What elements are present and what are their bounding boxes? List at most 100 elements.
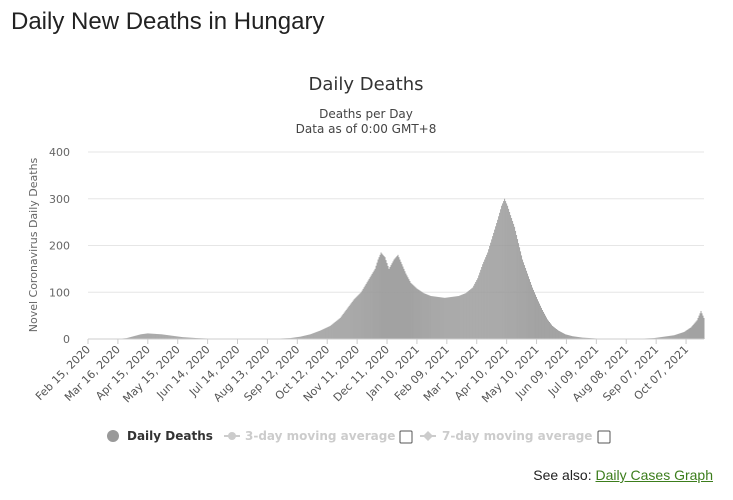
bar bbox=[672, 335, 674, 339]
bar bbox=[455, 296, 457, 339]
bar bbox=[172, 335, 174, 339]
bar bbox=[148, 333, 150, 339]
bar bbox=[337, 319, 339, 339]
bar bbox=[519, 247, 521, 339]
bar bbox=[536, 296, 537, 339]
bar bbox=[193, 337, 195, 339]
legend-item-7-day-average[interactable]: 7-day moving average bbox=[420, 429, 592, 443]
bar bbox=[146, 333, 148, 339]
legend-item-3-day-average[interactable]: 3-day moving average bbox=[224, 429, 395, 443]
bar bbox=[524, 265, 526, 339]
bar bbox=[579, 337, 581, 339]
bar bbox=[401, 264, 403, 339]
bar bbox=[586, 337, 588, 339]
bar bbox=[520, 251, 522, 339]
bar bbox=[477, 278, 479, 339]
bar bbox=[437, 296, 439, 339]
bar bbox=[346, 308, 348, 339]
bar bbox=[426, 294, 428, 339]
bar bbox=[194, 337, 196, 339]
bar bbox=[570, 335, 572, 339]
bar bbox=[700, 310, 702, 339]
bar bbox=[682, 332, 684, 339]
bar bbox=[416, 288, 418, 339]
see-also: See also: Daily Cases Graph bbox=[533, 467, 713, 483]
bar bbox=[372, 272, 374, 339]
legend-item-daily-deaths[interactable]: Daily Deaths bbox=[107, 429, 213, 443]
bar bbox=[153, 333, 155, 339]
bar bbox=[400, 261, 402, 339]
bar bbox=[569, 335, 571, 339]
bar bbox=[680, 332, 682, 339]
bar bbox=[293, 337, 295, 339]
bar bbox=[699, 313, 701, 339]
bar bbox=[476, 280, 478, 339]
bar bbox=[188, 337, 190, 339]
bar bbox=[558, 330, 559, 339]
bar bbox=[583, 337, 585, 339]
bar bbox=[379, 254, 381, 339]
bar bbox=[666, 336, 668, 339]
bar bbox=[657, 337, 659, 339]
bar bbox=[556, 329, 557, 339]
bar bbox=[369, 277, 371, 339]
bar bbox=[344, 311, 346, 339]
bar bbox=[175, 336, 177, 339]
bar bbox=[483, 261, 485, 339]
bar bbox=[495, 226, 497, 339]
bar bbox=[165, 334, 167, 339]
bar bbox=[161, 334, 163, 339]
bar bbox=[352, 300, 354, 339]
bar bbox=[678, 333, 680, 339]
bar bbox=[557, 329, 558, 339]
bar bbox=[388, 268, 390, 339]
bar bbox=[501, 205, 503, 339]
bar bbox=[296, 337, 298, 339]
bar bbox=[162, 334, 164, 339]
daily-cases-graph-link[interactable]: Daily Cases Graph bbox=[595, 467, 714, 483]
bar bbox=[482, 264, 484, 339]
bar bbox=[548, 320, 549, 339]
bar bbox=[131, 336, 133, 339]
bar bbox=[138, 334, 140, 339]
bar bbox=[468, 290, 470, 339]
bar bbox=[328, 326, 330, 339]
bar bbox=[546, 317, 547, 339]
bar bbox=[366, 282, 368, 339]
bar bbox=[407, 277, 409, 339]
bar bbox=[174, 336, 176, 339]
bar bbox=[525, 267, 527, 339]
bar bbox=[488, 249, 490, 339]
bar bbox=[655, 337, 657, 339]
bar bbox=[394, 258, 396, 339]
bar bbox=[690, 327, 692, 339]
bar bbox=[425, 293, 427, 339]
3-day-average-checkbox[interactable] bbox=[399, 430, 413, 444]
bar bbox=[542, 310, 543, 339]
bar bbox=[429, 295, 431, 339]
bar bbox=[395, 257, 397, 339]
bar bbox=[329, 325, 331, 339]
bar bbox=[473, 285, 475, 339]
bar bbox=[373, 270, 375, 339]
bar bbox=[404, 271, 406, 339]
bar bbox=[521, 255, 523, 339]
bar bbox=[469, 289, 471, 339]
bar bbox=[438, 297, 440, 339]
bar bbox=[405, 273, 407, 339]
bar bbox=[319, 330, 321, 339]
bar bbox=[689, 327, 691, 339]
bar bbox=[584, 337, 586, 339]
bar bbox=[701, 313, 703, 339]
bar bbox=[132, 336, 134, 339]
bar bbox=[422, 292, 424, 339]
bar bbox=[576, 336, 578, 339]
bar bbox=[333, 322, 335, 339]
bar bbox=[144, 333, 146, 339]
7-day-average-checkbox[interactable] bbox=[597, 430, 611, 444]
bar bbox=[396, 256, 398, 339]
bar bbox=[459, 295, 461, 339]
bar bbox=[410, 282, 412, 339]
bar bbox=[679, 333, 681, 339]
